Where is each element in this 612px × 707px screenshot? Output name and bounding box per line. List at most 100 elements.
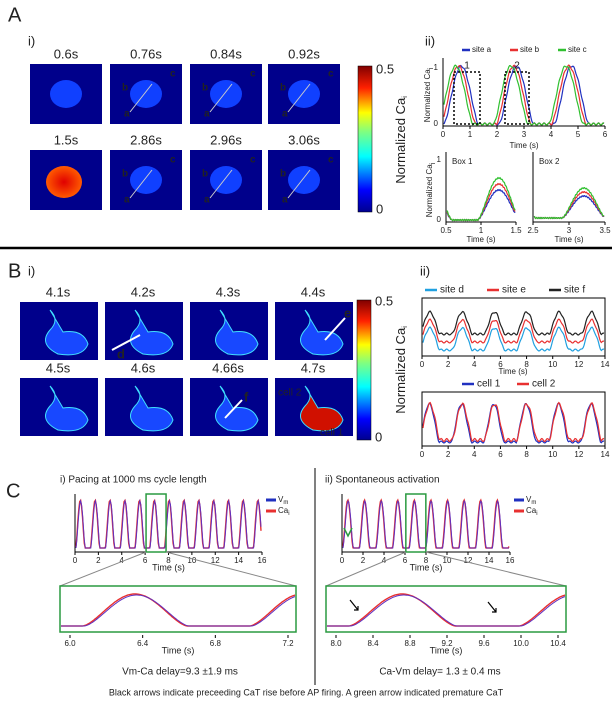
tick-label: 0 — [441, 130, 446, 139]
tick-label: 8 — [524, 450, 529, 459]
ca-blob — [210, 80, 242, 108]
box-label: 2 — [514, 61, 520, 72]
site-line — [287, 169, 311, 199]
legend-label: site d — [440, 285, 464, 296]
site-label: b — [202, 83, 208, 94]
tick-label: 6 — [143, 556, 148, 565]
tick-label: 0 — [375, 429, 382, 444]
label-main: Normalized Ca — [393, 327, 408, 414]
tick-label: 6.4 — [137, 639, 149, 648]
tick-label: Time (s) — [430, 645, 463, 655]
tick-label: 8.0 — [330, 639, 342, 648]
ca-cell — [300, 385, 344, 432]
tick-label: 8 — [424, 556, 429, 565]
tick-label: 8.4 — [367, 639, 379, 648]
axis-label: Normalized Cai — [393, 96, 408, 184]
legend-sub: m — [531, 500, 536, 506]
tick-label: 4 — [472, 450, 477, 459]
trace — [75, 499, 262, 549]
tick-label: site b — [520, 45, 540, 54]
tick-label: 0 — [73, 556, 78, 565]
frame-time: 4.4s — [301, 284, 326, 299]
delay-text: Vm-Ca delay=9.3 ±1.9 ms — [122, 667, 238, 678]
frame-time: 0.6s — [54, 46, 79, 61]
tick-label: Time (s) — [509, 141, 538, 150]
colorbar — [356, 299, 372, 441]
tick-label: 3 — [567, 226, 572, 235]
tick-label: 0 — [340, 556, 345, 565]
tick-label: site a — [472, 45, 492, 54]
colorbar — [357, 65, 373, 213]
tick-label: 12 — [574, 360, 583, 369]
tick-label: 4 — [549, 130, 554, 139]
tick-label: 0.5 — [440, 226, 452, 235]
site-label: c — [328, 155, 334, 166]
ca-cell — [215, 309, 259, 356]
zoom-frame — [59, 585, 297, 633]
frame-time: 4.5s — [46, 360, 71, 375]
legend-label: Vm — [278, 495, 288, 505]
site-label: c — [250, 155, 256, 166]
tick-label: 4 — [382, 556, 387, 565]
tick-label: 1 — [434, 63, 439, 72]
tick-label: Time (s) — [466, 235, 495, 244]
tick-label: 10 — [187, 556, 196, 565]
site-line — [209, 169, 233, 199]
ca-blob — [50, 80, 82, 108]
legend-label: site e — [502, 285, 526, 296]
tick-label: 10 — [548, 360, 557, 369]
legend-label: site f — [564, 285, 585, 296]
tick-label: 2 — [361, 556, 366, 565]
label-main: Normalized Ca — [393, 97, 408, 184]
site-label: a — [204, 195, 210, 206]
frame-time: 4.1s — [46, 284, 71, 299]
tick-label: 2 — [446, 450, 451, 459]
tick-label: 0 — [420, 360, 425, 369]
tick-label: 1.5 — [510, 226, 522, 235]
frame-time: 3.06s — [288, 132, 320, 147]
ca-blob — [130, 166, 162, 194]
site-label: a — [282, 109, 288, 120]
tick-label: 4 — [472, 360, 477, 369]
tick-label: 2 — [96, 556, 101, 565]
tick-label: 2 — [495, 130, 500, 139]
site-label: a — [124, 109, 130, 120]
label-main: Normalized Ca — [423, 69, 432, 122]
trace — [446, 176, 516, 222]
legend-main: Ca — [526, 506, 537, 515]
site-label: c — [170, 69, 176, 80]
ca-cell — [130, 309, 174, 356]
arrow — [343, 527, 353, 538]
tick-label: 6 — [498, 450, 503, 459]
tick-label: 1 — [468, 130, 473, 139]
axis-label: Normalized Cai — [423, 67, 435, 122]
tick-label: 16 — [258, 556, 267, 565]
legend-main: V — [278, 495, 284, 504]
ca-blob — [288, 166, 320, 194]
site-line — [111, 334, 141, 351]
legend-label: cell 2 — [532, 379, 556, 390]
legend-sub: i — [288, 511, 289, 517]
tick-label: site c — [568, 45, 587, 54]
ca-blob — [130, 80, 162, 108]
trace — [443, 64, 605, 126]
panel-label: C — [6, 480, 20, 502]
tick-label: Time (s) — [410, 562, 443, 572]
ca-cell — [45, 309, 89, 356]
trace — [422, 318, 605, 344]
trace — [533, 191, 605, 220]
frame-time: 4.3s — [216, 284, 241, 299]
zoom-box — [405, 493, 427, 553]
sub-label: ii) — [420, 263, 430, 278]
trace — [327, 593, 566, 627]
sub-label: ii) — [425, 33, 435, 48]
tick-label: 2 — [446, 360, 451, 369]
sub-label: i) — [28, 33, 35, 48]
zoom-line — [59, 551, 147, 587]
site-label: c — [250, 69, 256, 80]
frame-time: 2.96s — [210, 132, 242, 147]
legend-sub: i — [536, 511, 537, 517]
tick-label: 6.0 — [64, 639, 76, 648]
tick-label: Time (s) — [554, 235, 583, 244]
tick-label: Time (s) — [152, 562, 185, 572]
